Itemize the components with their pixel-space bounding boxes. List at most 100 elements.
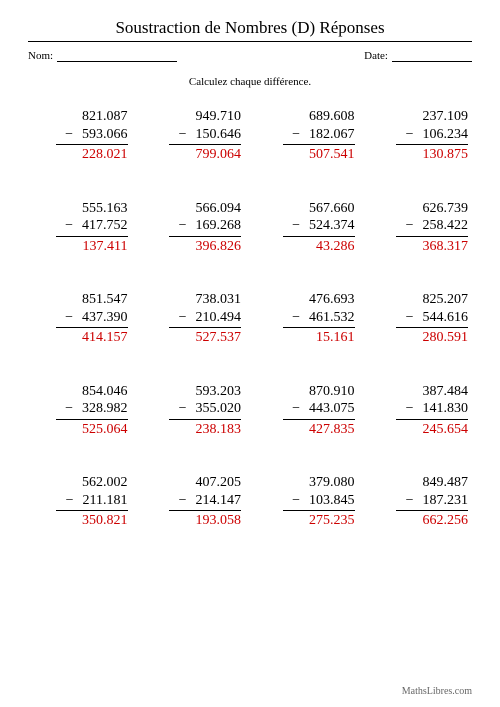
minus-sign: − bbox=[179, 400, 187, 418]
minus-sign: − bbox=[65, 400, 73, 418]
problem-rule bbox=[169, 327, 241, 328]
subtrahend: 214.147 bbox=[196, 492, 242, 510]
subtrahend-line: −355.020 bbox=[179, 400, 241, 418]
answer: 396.826 bbox=[196, 238, 242, 256]
subtraction-problem: 689.608−182.067507.541 bbox=[259, 108, 355, 164]
subtrahend-line: −461.532 bbox=[292, 309, 354, 327]
minuend: 476.693 bbox=[309, 291, 355, 309]
minuend: 854.046 bbox=[82, 383, 128, 401]
subtraction-problem: 555.163−417.752137.411 bbox=[32, 200, 128, 256]
minuend: 821.087 bbox=[82, 108, 128, 126]
problem-rule bbox=[283, 510, 355, 511]
answer: 662.256 bbox=[423, 512, 469, 530]
minuend: 387.484 bbox=[423, 383, 469, 401]
subtrahend: 437.390 bbox=[82, 309, 128, 327]
minus-sign: − bbox=[65, 126, 73, 144]
subtraction-problem: 851.547−437.390 414.157 bbox=[32, 291, 128, 347]
problem-rule bbox=[56, 510, 128, 511]
minuend: 379.080 bbox=[309, 474, 355, 492]
subtrahend-line: −593.066 bbox=[65, 126, 127, 144]
subtrahend: 141.830 bbox=[423, 400, 469, 418]
answer: 427.835 bbox=[309, 421, 355, 439]
problem-rule bbox=[56, 327, 128, 328]
problems-grid: 821.087−593.066228.021949.710−150.646799… bbox=[28, 108, 472, 530]
answer: 507.541 bbox=[309, 146, 355, 164]
subtrahend-line: −182.067 bbox=[292, 126, 354, 144]
minuend: 567.660 bbox=[309, 200, 355, 218]
minuend: 593.203 bbox=[196, 383, 242, 401]
answer: 414.157 bbox=[82, 329, 128, 347]
minus-sign: − bbox=[292, 400, 300, 418]
minuend: 851.547 bbox=[82, 291, 128, 309]
minus-sign: − bbox=[292, 217, 300, 235]
minus-sign: − bbox=[292, 126, 300, 144]
subtrahend: 544.616 bbox=[423, 309, 469, 327]
minus-sign: − bbox=[65, 217, 73, 235]
subtraction-problem: 825.207−544.616 280.591 bbox=[373, 291, 469, 347]
subtraction-problem: 567.660−524.37443.286 bbox=[259, 200, 355, 256]
answer: 15.161 bbox=[316, 329, 355, 347]
problem-rule bbox=[396, 236, 468, 237]
subtrahend: 461.532 bbox=[309, 309, 355, 327]
answer: 238.183 bbox=[196, 421, 242, 439]
date-field: Date: bbox=[364, 50, 472, 62]
answer: 137.411 bbox=[83, 238, 128, 256]
subtrahend: 417.752 bbox=[82, 217, 128, 235]
subtrahend-line: −141.830 bbox=[406, 400, 468, 418]
minus-sign: − bbox=[179, 126, 187, 144]
subtrahend-line: −417.752 bbox=[65, 217, 127, 235]
title-rule bbox=[28, 41, 472, 42]
answer: 280.591 bbox=[423, 329, 469, 347]
page-title: Soustraction de Nombres (D) Réponses bbox=[28, 18, 472, 38]
problem-rule bbox=[396, 419, 468, 420]
minus-sign: − bbox=[292, 492, 300, 510]
problem-rule bbox=[56, 236, 128, 237]
subtraction-problem: 566.094−169.268396.826 bbox=[146, 200, 242, 256]
subtrahend-line: −187.231 bbox=[406, 492, 468, 510]
minus-sign: − bbox=[179, 217, 187, 235]
subtrahend-line: −210.494 bbox=[179, 309, 241, 327]
subtrahend-line: −437.390 bbox=[65, 309, 127, 327]
name-blank bbox=[57, 51, 177, 62]
subtrahend: 355.020 bbox=[196, 400, 242, 418]
subtrahend-line: −214.147 bbox=[179, 492, 241, 510]
minus-sign: − bbox=[179, 492, 187, 510]
minus-sign: − bbox=[406, 126, 414, 144]
subtrahend-line: −328.982 bbox=[65, 400, 127, 418]
subtraction-problem: 387.484−141.830245.654 bbox=[373, 383, 469, 439]
minus-sign: − bbox=[406, 217, 414, 235]
subtrahend: 169.268 bbox=[196, 217, 242, 235]
answer: 527.537 bbox=[196, 329, 242, 347]
minuend: 825.207 bbox=[423, 291, 469, 309]
subtrahend: 258.422 bbox=[423, 217, 469, 235]
subtraction-problem: 738.031−210.494 527.537 bbox=[146, 291, 242, 347]
subtrahend: 211.181 bbox=[83, 492, 128, 510]
subtraction-problem: 870.910−443.075 427.835 bbox=[259, 383, 355, 439]
subtrahend-line: −103.845 bbox=[292, 492, 354, 510]
minuend: 870.910 bbox=[309, 383, 355, 401]
answer: 275.235 bbox=[309, 512, 355, 530]
subtrahend: 328.982 bbox=[82, 400, 128, 418]
problem-rule bbox=[56, 144, 128, 145]
subtrahend-line: −211.181 bbox=[66, 492, 128, 510]
minuend: 738.031 bbox=[196, 291, 242, 309]
minuend: 949.710 bbox=[196, 108, 242, 126]
problem-rule bbox=[169, 144, 241, 145]
minus-sign: − bbox=[406, 492, 414, 510]
subtrahend-line: −443.075 bbox=[292, 400, 354, 418]
answer: 130.875 bbox=[423, 146, 469, 164]
answer: 193.058 bbox=[196, 512, 242, 530]
instruction-text: Calculez chaque différence. bbox=[28, 76, 472, 88]
header-fields: Nom: Date: bbox=[28, 50, 472, 62]
subtrahend: 187.231 bbox=[423, 492, 469, 510]
minus-sign: − bbox=[406, 400, 414, 418]
subtraction-problem: 626.739−258.422368.317 bbox=[373, 200, 469, 256]
subtraction-problem: 593.203−355.020 238.183 bbox=[146, 383, 242, 439]
subtraction-problem: 949.710−150.646799.064 bbox=[146, 108, 242, 164]
answer: 368.317 bbox=[423, 238, 469, 256]
problem-rule bbox=[169, 236, 241, 237]
problem-rule bbox=[283, 419, 355, 420]
subtrahend-line: −544.616 bbox=[406, 309, 468, 327]
subtraction-problem: 379.080−103.845 275.235 bbox=[259, 474, 355, 530]
problem-rule bbox=[283, 327, 355, 328]
